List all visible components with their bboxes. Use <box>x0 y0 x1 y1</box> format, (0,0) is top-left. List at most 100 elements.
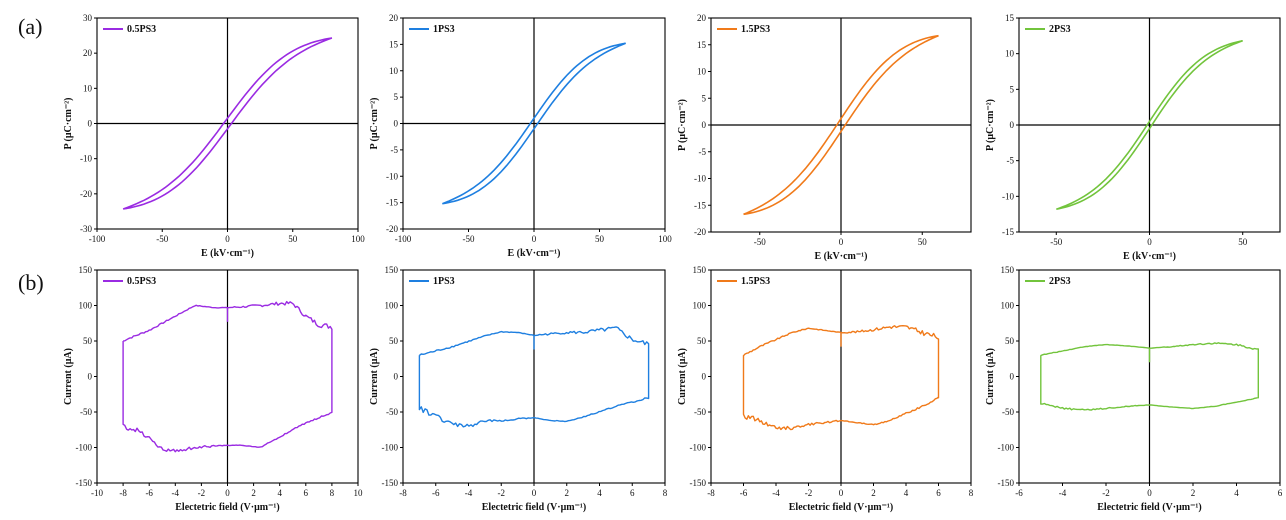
x-tick-label: 0 <box>225 488 230 498</box>
x-tick-label: 0 <box>532 488 537 498</box>
panel-a-label: (a) <box>18 14 43 39</box>
y-tick-label: 10 <box>83 83 93 93</box>
x-tick-label: -2 <box>1102 488 1110 498</box>
x-tick-label: 0 <box>532 234 537 244</box>
x-axis-label: E (kV·cm⁻¹) <box>201 248 254 259</box>
y-tick-label: -50 <box>80 407 92 417</box>
y-tick-label: 50 <box>83 336 93 346</box>
x-tick-label: 8 <box>330 488 335 498</box>
y-axis-label: Current (μA) <box>985 348 996 405</box>
current-loop <box>742 325 940 431</box>
x-tick-label: 6 <box>1278 488 1283 498</box>
x-axis-label: Electetric field (V·μm⁻¹) <box>789 502 893 513</box>
x-axis-label: Electetric field (V·μm⁻¹) <box>1097 502 1201 513</box>
y-tick-label: 5 <box>1010 84 1015 94</box>
y-tick-label: -10 <box>386 171 398 181</box>
legend-label: 2PS3 <box>1049 24 1071 35</box>
y-tick-label: 30 <box>83 13 93 23</box>
chart-b-2PS3: -6 -4 -2 0 2 4 6 -150 -100 -50 0 50 100 150 Electetric… <box>985 265 1283 513</box>
y-tick-label: 20 <box>83 48 93 58</box>
y-tick-label: 0 <box>88 119 93 129</box>
x-tick-label: -4 <box>465 488 473 498</box>
pe-loop <box>442 42 626 205</box>
x-axis-label: Electetric field (V·μm⁻¹) <box>482 502 586 513</box>
y-tick-label: 150 <box>693 265 707 275</box>
y-tick-label: -15 <box>386 198 398 208</box>
panel-b-label: (b) <box>18 270 44 295</box>
y-tick-label: -100 <box>382 443 399 453</box>
y-axis-label: P (μC·cm⁻²) <box>985 99 996 151</box>
x-tick-label: 100 <box>351 234 365 244</box>
current-loop <box>418 326 650 428</box>
x-tick-label: 50 <box>1238 237 1248 247</box>
y-tick-label: -10 <box>1002 191 1014 201</box>
x-tick-label: -6 <box>1015 488 1023 498</box>
y-tick-label: 0 <box>394 372 399 382</box>
x-tick-label: -50 <box>754 237 766 247</box>
legend-label: 1.5PS3 <box>741 24 770 35</box>
current-loop <box>1040 342 1259 411</box>
x-tick-label: 8 <box>663 488 668 498</box>
x-tick-label: 6 <box>936 488 941 498</box>
x-tick-label: -50 <box>463 234 475 244</box>
y-axis-label: P (μC·cm⁻²) <box>369 98 380 150</box>
y-tick-label: 150 <box>79 265 93 275</box>
x-axis-label: E (kV·cm⁻¹) <box>1123 251 1176 262</box>
y-tick-label: -20 <box>386 224 398 234</box>
legend-label: 0.5PS3 <box>127 24 156 35</box>
y-tick-label: 10 <box>389 66 399 76</box>
y-tick-label: 150 <box>1001 265 1015 275</box>
y-axis-label: Current (μA) <box>63 348 74 405</box>
chart-b-1_5PS3: -8 -6 -4 -2 0 2 4 6 8 -150 -100 -50 0 50 100 150 Electet… <box>677 265 974 513</box>
x-tick-label: 0 <box>839 237 844 247</box>
y-tick-label: -100 <box>998 443 1015 453</box>
y-tick-label: 50 <box>389 336 399 346</box>
x-tick-label: 50 <box>918 237 928 247</box>
y-tick-label: 50 <box>697 336 707 346</box>
x-tick-label: 8 <box>969 488 974 498</box>
x-tick-label: -2 <box>805 488 813 498</box>
x-tick-label: -4 <box>1059 488 1067 498</box>
x-tick-label: -2 <box>498 488 506 498</box>
x-axis-label: E (kV·cm⁻¹) <box>508 248 561 259</box>
x-tick-label: -50 <box>156 234 168 244</box>
x-tick-label: -8 <box>707 488 715 498</box>
y-tick-label: -50 <box>1002 407 1014 417</box>
x-tick-label: -4 <box>772 488 780 498</box>
y-tick-label: 0 <box>1010 372 1015 382</box>
pe-loop <box>1056 40 1243 210</box>
x-tick-label: 0 <box>1147 488 1152 498</box>
pe-loop <box>743 34 939 216</box>
x-tick-label: 0 <box>839 488 844 498</box>
y-axis-label: P (μC·cm⁻²) <box>63 98 74 150</box>
y-tick-label: 20 <box>697 13 707 23</box>
y-tick-label: -30 <box>80 224 92 234</box>
legend-label: 1.5PS3 <box>741 276 770 287</box>
y-tick-label: 20 <box>389 13 399 23</box>
y-tick-label: 0 <box>394 119 399 129</box>
pe-loop <box>122 37 333 210</box>
x-tick-label: 100 <box>658 234 672 244</box>
y-tick-label: -150 <box>382 478 399 488</box>
y-tick-label: -15 <box>694 200 706 210</box>
y-tick-label: 5 <box>702 93 707 103</box>
x-tick-label: 2 <box>251 488 256 498</box>
x-tick-label: -6 <box>432 488 440 498</box>
legend-label: 2PS3 <box>1049 276 1071 287</box>
x-tick-label: 4 <box>597 488 602 498</box>
x-tick-label: 6 <box>630 488 635 498</box>
x-tick-label: -10 <box>91 488 103 498</box>
x-tick-label: 0 <box>1147 237 1152 247</box>
y-tick-label: -100 <box>690 443 707 453</box>
y-tick-label: -10 <box>80 154 92 164</box>
y-axis-label: Current (μA) <box>369 348 380 405</box>
x-tick-label: -100 <box>89 234 106 244</box>
x-tick-label: 2 <box>871 488 876 498</box>
y-tick-label: -20 <box>694 227 706 237</box>
y-tick-label: 5 <box>394 92 399 102</box>
